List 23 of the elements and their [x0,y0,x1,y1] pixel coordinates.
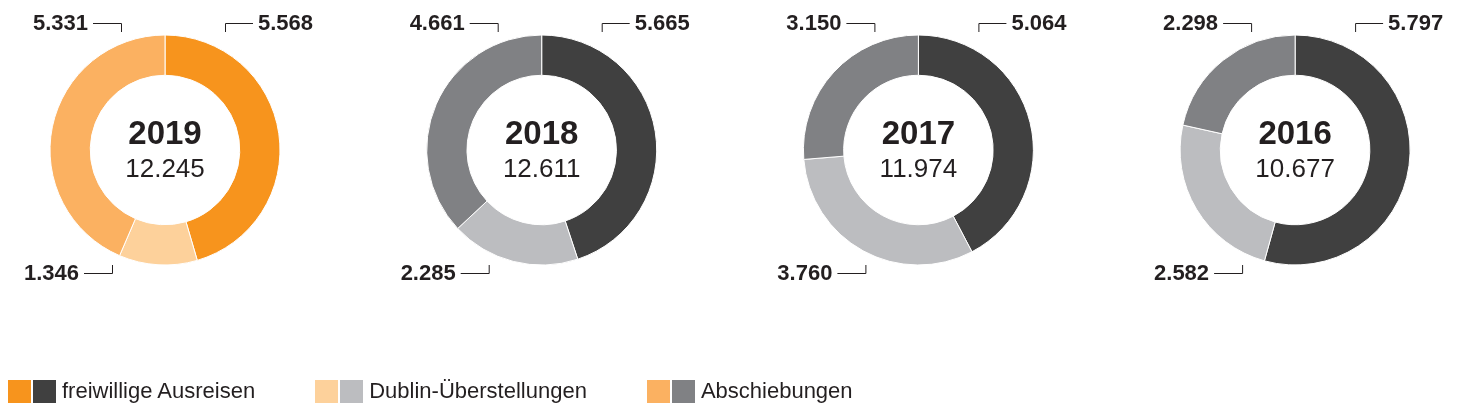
data-label: 3.150 [786,10,842,36]
text: 11.974 [879,153,958,184]
data-label: 1.346 [23,260,79,286]
data-label: 3.760 [777,260,833,286]
text: 12.611 [502,153,581,184]
data-label: 5.568 [258,10,314,36]
slice-label: 2016 [1258,114,1332,152]
data-label: 5.797 [1388,10,1444,36]
slice-label: 2017 [881,114,956,152]
slice-label: 2018 [504,114,579,152]
data-label: 5.665 [634,10,690,36]
data-label: 4.661 [409,10,465,36]
data-label: 5.331 [32,10,88,36]
text: 10.677 [1255,153,1335,184]
data-label: 2.298 [1163,10,1219,36]
legend-label: Dublin-Überstellungen [369,378,587,404]
legend-label: Abschiebungen [700,378,853,404]
data-label: 2.582 [1154,260,1210,286]
text: 12.245 [125,153,205,184]
data-label: 2.285 [400,260,456,286]
legend-label: freiwillige Ausreisen [62,378,256,404]
slice-label: 2019 [128,114,202,152]
data-label: 5.064 [1011,10,1068,36]
